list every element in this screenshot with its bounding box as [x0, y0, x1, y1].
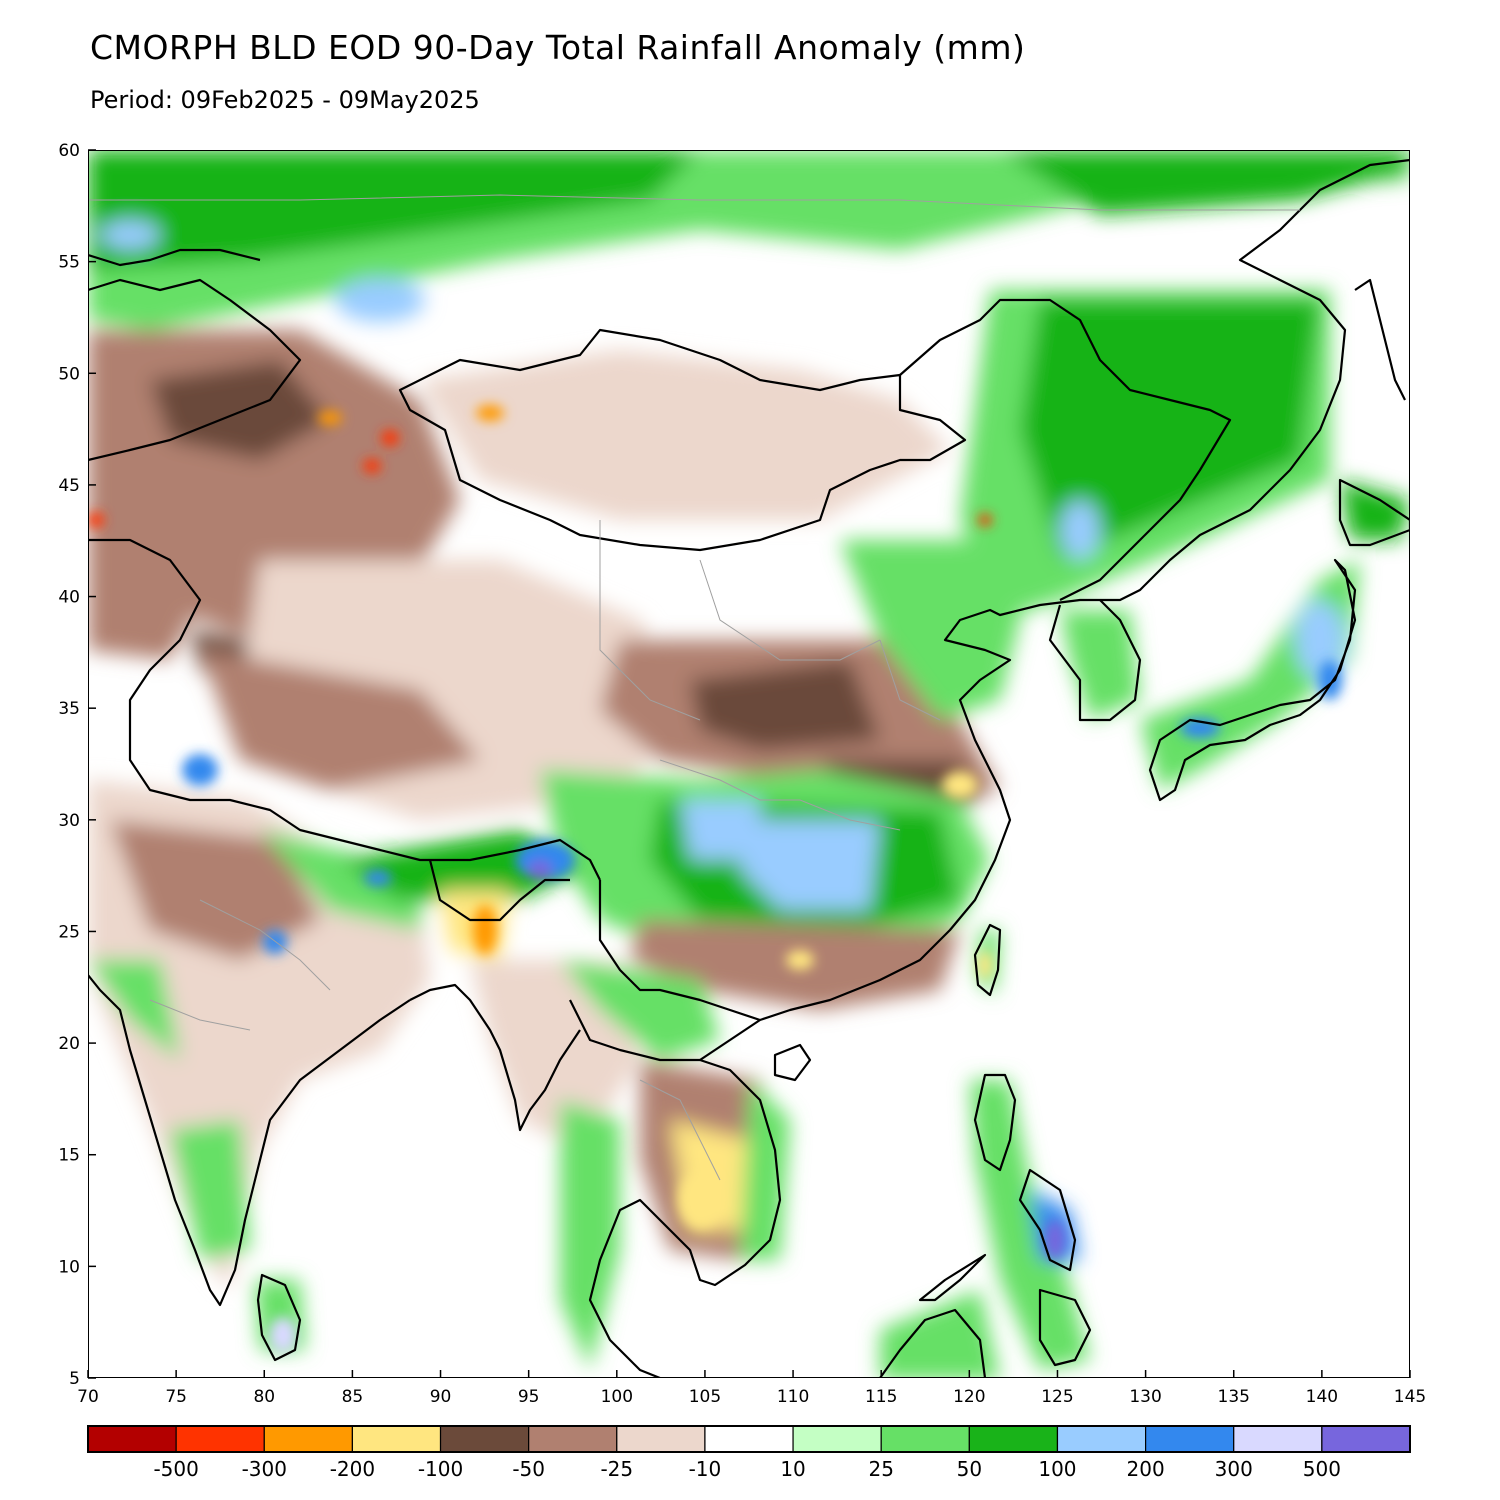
colorbar-swatch: [968, 1425, 1059, 1453]
x-tick-label: 95: [518, 1387, 540, 1407]
colorbar-label: 100: [1038, 1457, 1076, 1481]
y-tick-label: 50: [58, 364, 80, 384]
colorbar-swatch: [439, 1425, 530, 1453]
colorbar-swatch: [175, 1425, 265, 1453]
colorbar-swatch: [880, 1425, 970, 1453]
colorbar-legend: -500 -300 -200 -100 -50 -25 -10 10 25 50 100 200 300…: [87, 1425, 1411, 1481]
colorbar-swatch: [792, 1425, 882, 1453]
colorbar-label: 200: [1127, 1457, 1165, 1481]
anomaly-spots: [88, 405, 1342, 1353]
y-tick-label: 55: [58, 253, 80, 273]
x-tick-label: 75: [165, 1387, 187, 1407]
y-tick-label: 25: [58, 922, 80, 942]
x-tick-label: 85: [342, 1387, 364, 1407]
colorbar-label: 25: [868, 1457, 893, 1481]
colorbar-label: -500: [153, 1457, 198, 1481]
colorbar-swatch: [351, 1425, 442, 1453]
colorbar-swatch: [1144, 1425, 1235, 1453]
colorbar-swatch: [263, 1425, 353, 1453]
x-tick-label: 135: [1218, 1387, 1250, 1407]
colorbar-label: -100: [418, 1457, 463, 1481]
colorbar-label: 50: [957, 1457, 982, 1481]
y-tick-label: 40: [58, 588, 80, 608]
x-tick-label: 110: [777, 1387, 809, 1407]
x-tick-label: 80: [253, 1387, 275, 1407]
y-tick-label: 10: [58, 1257, 80, 1277]
anomaly-fields: [88, 150, 1410, 1378]
y-tick-label: 5: [69, 1369, 80, 1389]
y-tick-label: 15: [58, 1146, 80, 1166]
colorbar-swatch: [1056, 1425, 1147, 1453]
internal-borders: [88, 194, 1300, 1181]
x-tick-label: 90: [430, 1387, 452, 1407]
colorbar-label: -200: [330, 1457, 375, 1481]
colorbar-swatch: [1321, 1425, 1411, 1453]
x-tick-label: 120: [953, 1387, 985, 1407]
y-tick-label: 20: [58, 1034, 80, 1054]
colorbar-swatch: [528, 1425, 618, 1453]
colorbar-label: -25: [600, 1457, 633, 1481]
plot-area: [88, 150, 1410, 1378]
x-tick-label: 70: [77, 1387, 99, 1407]
x-tick-label: 105: [689, 1387, 721, 1407]
colorbar-outline: [87, 1425, 1411, 1453]
colorbar-swatch: [87, 1425, 177, 1453]
colorbar-swatch: [704, 1425, 794, 1453]
x-tick-label: 115: [865, 1387, 897, 1407]
y-tick-label: 35: [58, 699, 80, 719]
colorbar-label: -10: [689, 1457, 722, 1481]
x-tick-label: 130: [1129, 1387, 1161, 1407]
map-title: CMORPH BLD EOD 90-Day Total Rainfall Ano…: [90, 28, 1026, 67]
longitude-axis: 70 75 80 85 90 95 100 105 110 115 120 125 130 135 140 1…: [77, 1370, 1426, 1407]
colorbar-label: 10: [780, 1457, 805, 1481]
colorbar-swatch: [1233, 1425, 1323, 1453]
y-tick-label: 45: [58, 476, 80, 496]
latitude-axis: 60 55 50 45 40 35 30 25 20 15 10 5: [58, 141, 96, 1389]
x-tick-label: 145: [1394, 1387, 1426, 1407]
coastlines: [88, 158, 1410, 1378]
y-tick-label: 60: [58, 141, 80, 161]
colorbar-label: -300: [242, 1457, 287, 1481]
x-tick-label: 140: [1306, 1387, 1338, 1407]
colorbar-swatch: [616, 1425, 706, 1453]
y-tick-label: 30: [58, 811, 80, 831]
x-tick-label: 125: [1041, 1387, 1073, 1407]
colorbar-label: -50: [512, 1457, 545, 1481]
colorbar-label: 500: [1303, 1457, 1341, 1481]
x-tick-label: 100: [601, 1387, 633, 1407]
map-subtitle: Period: 09Feb2025 - 09May2025: [90, 86, 480, 114]
colorbar-label: 300: [1215, 1457, 1253, 1481]
